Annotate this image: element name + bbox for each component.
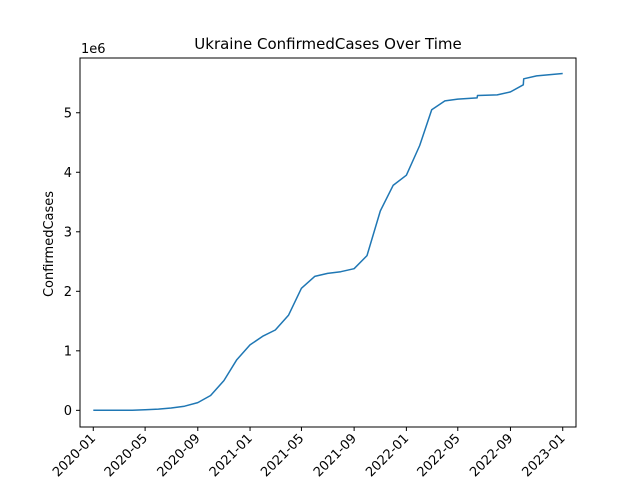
- y-tick-label: 0: [64, 404, 72, 419]
- y-tick-label: 2: [64, 285, 72, 300]
- y-tick-label: 1: [64, 344, 72, 359]
- series-line-0: [93, 72, 563, 412]
- y-tick-label: 4: [64, 166, 72, 181]
- y-axis-ticks: 0 1 2 3 4 5: [64, 106, 80, 419]
- chart-title: Ukraine ConfirmedCases Over Time: [194, 35, 461, 53]
- series-layer: [93, 72, 563, 412]
- y-axis-label: ConfirmedCases: [42, 191, 57, 297]
- y-tick-label: 3: [64, 225, 72, 240]
- plot-frame: [79, 57, 577, 428]
- y-tick-label: 5: [64, 106, 72, 121]
- y-offset-label: 1e6: [81, 42, 106, 57]
